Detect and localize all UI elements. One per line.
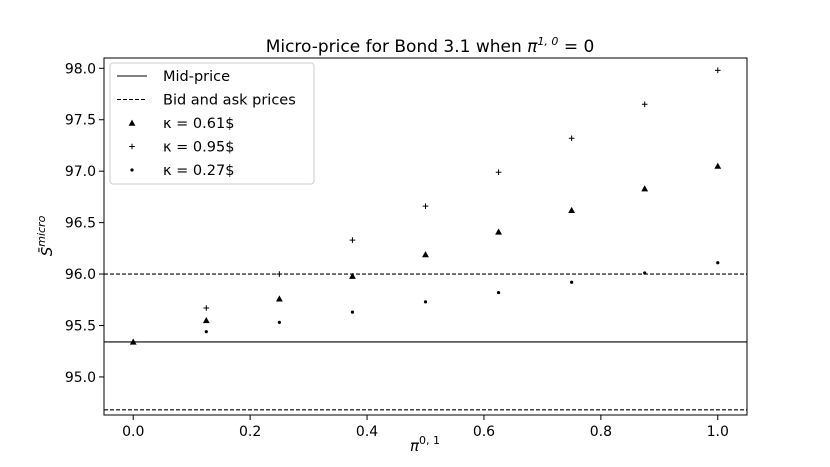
data-point-plus bbox=[276, 271, 283, 277]
x-tick-label: 1.0 bbox=[707, 424, 729, 440]
legend-label: κ = 0.27$ bbox=[163, 163, 234, 179]
y-tick-label: 95.5 bbox=[65, 318, 96, 334]
x-tick-label: 0.6 bbox=[473, 424, 495, 440]
x-tick-label: 0.4 bbox=[356, 424, 378, 440]
x-tick-label: 0.8 bbox=[590, 424, 612, 440]
chart-title-suffix: = 0 bbox=[558, 37, 594, 57]
chart-title-sup: 1, 0 bbox=[537, 35, 558, 48]
chart-title-prefix: Micro-price for Bond 3.1 when bbox=[266, 37, 527, 57]
data-point-triangle bbox=[275, 295, 283, 302]
reference-lines bbox=[104, 273, 747, 411]
chart-title: Micro-price for Bond 3.1 when π1, 0 = 0 bbox=[266, 35, 595, 57]
data-point-triangle bbox=[714, 162, 722, 169]
y-tick-label: 97.0 bbox=[65, 164, 96, 180]
data-point-dot bbox=[716, 261, 720, 265]
data-point-plus bbox=[422, 203, 429, 209]
y-tick-label: 96.0 bbox=[65, 267, 96, 283]
data-point-plus bbox=[203, 305, 210, 311]
y-axis-label-symbol: S̄ bbox=[37, 246, 56, 256]
data-point-plus bbox=[714, 67, 721, 74]
y-axis: 95.0 95.5 96.0 96.5 97.0 97.5 98.0 bbox=[65, 61, 104, 386]
data-point-triangle bbox=[495, 228, 502, 235]
chart-title-symbol: π bbox=[527, 37, 538, 57]
legend-entry: Bid and ask prices bbox=[117, 93, 296, 109]
series-plus bbox=[203, 67, 721, 311]
data-point-triangle bbox=[641, 185, 649, 192]
legend-entry: κ = 0.95$ bbox=[129, 140, 234, 156]
legend: Mid-price Bid and ask prices κ = 0.61$ κ = … bbox=[109, 62, 315, 185]
x-axis-label-symbol: π bbox=[410, 437, 420, 455]
y-axis-label: S̄micro bbox=[35, 215, 56, 256]
x-axis-label: π0, 1 bbox=[410, 434, 440, 455]
data-point-plus bbox=[349, 237, 356, 243]
x-axis-label-sup: 0, 1 bbox=[419, 434, 440, 447]
legend-label: κ = 0.95$ bbox=[163, 140, 234, 156]
data-point-dot bbox=[204, 330, 208, 334]
legend-marker-triangle bbox=[128, 119, 136, 126]
y-tick-label: 95.0 bbox=[65, 370, 96, 386]
data-point-triangle bbox=[349, 272, 356, 279]
legend-entry: κ = 0.27$ bbox=[130, 163, 234, 179]
data-point-triangle bbox=[422, 251, 429, 258]
data-point-plus bbox=[495, 169, 502, 175]
series-dot bbox=[204, 261, 720, 334]
y-tick-label: 98.0 bbox=[65, 61, 96, 77]
plot-area-frame bbox=[103, 57, 748, 416]
legend-entry: κ = 0.61$ bbox=[128, 116, 234, 132]
data-point-triangle bbox=[129, 338, 137, 345]
data-point-triangle bbox=[202, 316, 210, 324]
legend-entry: Mid-price bbox=[117, 69, 230, 85]
data-point-plus bbox=[641, 101, 648, 108]
legend-entries: Mid-price Bid and ask prices κ = 0.61$ κ = … bbox=[117, 69, 296, 179]
data-point-dot bbox=[277, 320, 281, 325]
data-point-dot bbox=[423, 300, 428, 304]
legend-box bbox=[109, 62, 315, 185]
legend-marker-plus bbox=[129, 143, 135, 150]
data-point-dot bbox=[350, 310, 355, 314]
y-tick-label: 97.5 bbox=[65, 113, 96, 129]
data-point-plus bbox=[568, 135, 575, 142]
y-tick-label: 96.5 bbox=[65, 216, 96, 232]
x-tick-label: 0.2 bbox=[239, 424, 261, 440]
data-point-dot bbox=[496, 290, 501, 295]
x-tick-label: 0.0 bbox=[122, 424, 144, 440]
legend-marker-dot bbox=[130, 168, 134, 172]
data-points bbox=[129, 67, 722, 345]
legend-label: κ = 0.61$ bbox=[163, 116, 234, 132]
series-triangle bbox=[129, 162, 722, 345]
data-point-dot bbox=[643, 271, 647, 275]
legend-label: Mid-price bbox=[163, 69, 230, 85]
y-axis-label-sup: micro bbox=[35, 215, 48, 246]
legend-label: Bid and ask prices bbox=[163, 93, 296, 109]
x-axis: 0.0 0.2 0.4 0.6 0.8 1.0 bbox=[122, 415, 729, 440]
data-point-dot bbox=[570, 280, 574, 284]
data-point-triangle bbox=[568, 206, 576, 213]
